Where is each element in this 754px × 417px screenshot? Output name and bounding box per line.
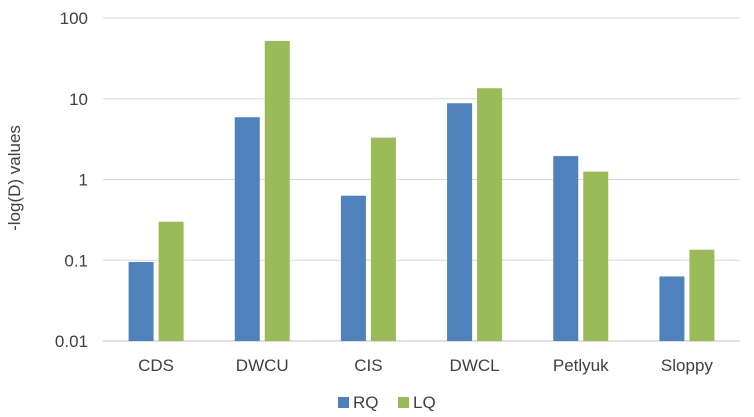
y-tick-label: 0.01 — [55, 332, 88, 351]
y-tick-label: 0.1 — [64, 251, 88, 270]
y-tick-label: 100 — [60, 9, 88, 28]
legend: RQ LQ — [338, 393, 436, 412]
bar-lq-dwcu — [264, 40, 290, 341]
bar-lq-cds — [158, 221, 184, 341]
x-tick-label: CIS — [354, 356, 382, 375]
y-axis-ticks: 0.01 0.1 1 10 100 — [55, 9, 88, 351]
x-axis-ticks: CDS DWCU CIS DWCL Petlyuk Sloppy — [138, 356, 713, 375]
legend-label-lq: LQ — [413, 393, 436, 412]
bars — [128, 40, 715, 342]
bar-rq-cis — [340, 195, 366, 341]
legend-swatch-lq — [398, 397, 409, 408]
bar-lq-cis — [370, 137, 396, 341]
y-axis-label: -log(D) values — [5, 125, 24, 231]
bar-lq-dwcl — [477, 88, 503, 341]
bar-rq-dwcu — [234, 117, 260, 342]
x-tick-label: Petlyuk — [553, 356, 609, 375]
legend-label-rq: RQ — [353, 393, 379, 412]
legend-swatch-rq — [338, 397, 349, 408]
x-tick-label: DWCL — [450, 356, 500, 375]
bar-rq-cds — [128, 262, 154, 341]
grid-lines — [103, 17, 740, 342]
bar-lq-sloppy — [689, 249, 715, 341]
bar-rq-sloppy — [659, 276, 685, 341]
y-tick-label: 10 — [69, 90, 88, 109]
bar-lq-petlyuk — [583, 171, 609, 341]
y-tick-label: 1 — [79, 171, 88, 190]
x-tick-label: CDS — [138, 356, 174, 375]
x-tick-label: Sloppy — [661, 356, 713, 375]
x-tick-label: DWCU — [236, 356, 289, 375]
bar-rq-petlyuk — [553, 156, 579, 341]
bar-rq-dwcl — [447, 103, 473, 341]
